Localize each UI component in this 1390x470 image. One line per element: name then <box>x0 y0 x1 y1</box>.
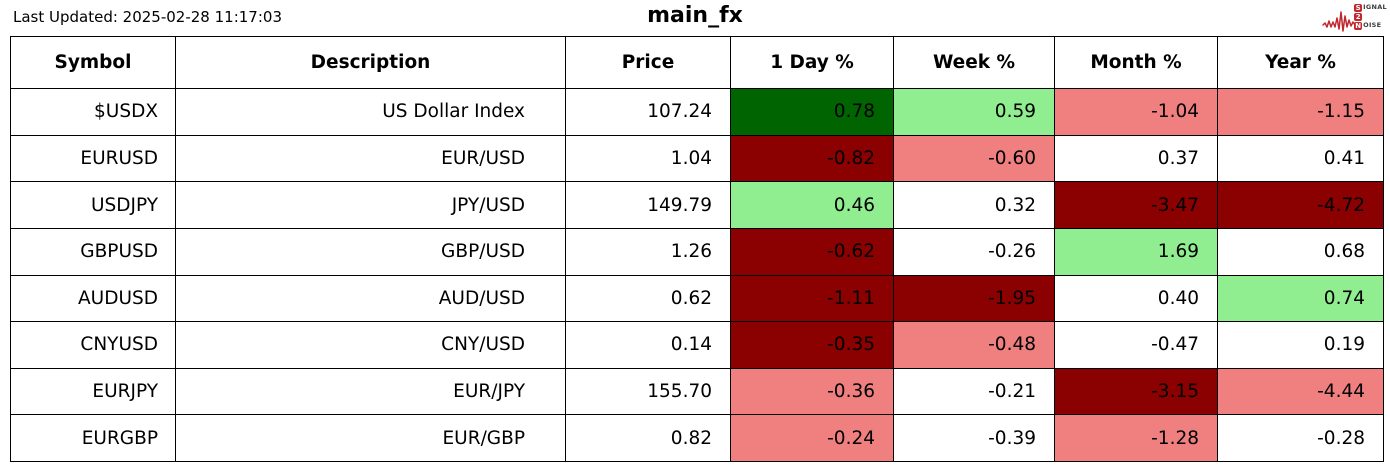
cell-year-change: 0.74 <box>1217 274 1384 323</box>
table-row: EURGBP EUR/GBP 0.82 -0.24 -0.39 -1.28 -0… <box>10 414 1384 462</box>
cell-year-change: 0.68 <box>1217 227 1384 276</box>
cell-week-change: -0.39 <box>893 414 1055 462</box>
cell-month-change: -1.04 <box>1054 88 1218 136</box>
cell-description: EUR/JPY <box>175 367 566 416</box>
table-row: USDJPY JPY/USD 149.79 0.46 0.32 -3.47 -4… <box>10 181 1384 229</box>
column-header-year: Year % <box>1217 36 1384 89</box>
logo-line-noise: N OISE <box>1354 20 1387 30</box>
cell-description: AUD/USD <box>175 274 566 323</box>
cell-week-change: -0.21 <box>893 367 1055 416</box>
column-header-month: Month % <box>1054 36 1218 89</box>
logo-letter-n: N <box>1354 21 1363 30</box>
cell-price: 1.04 <box>565 134 731 183</box>
cell-symbol: EURUSD <box>10 134 176 183</box>
column-header-description: Description <box>175 36 566 89</box>
logo-line-signal: S IGNAL <box>1354 2 1387 12</box>
cell-symbol: USDJPY <box>10 181 176 229</box>
table-row: GBPUSD GBP/USD 1.26 -0.62 -0.26 1.69 0.6… <box>10 227 1384 276</box>
signal2noise-logo: S IGNAL 2 N OISE <box>1322 1 1388 33</box>
cell-month-change: 1.69 <box>1054 227 1218 276</box>
column-header-day: 1 Day % <box>730 36 894 89</box>
cell-symbol: $USDX <box>10 88 176 136</box>
cell-price: 0.14 <box>565 321 731 369</box>
column-header-price: Price <box>565 36 731 89</box>
cell-day-change: -0.36 <box>730 367 894 416</box>
cell-month-change: -3.47 <box>1054 181 1218 229</box>
waveform-icon <box>1322 11 1358 32</box>
column-header-symbol: Symbol <box>10 36 176 89</box>
cell-month-change: -1.28 <box>1054 414 1218 462</box>
cell-price: 155.70 <box>565 367 731 416</box>
cell-week-change: -0.60 <box>893 134 1055 183</box>
cell-day-change: -0.82 <box>730 134 894 183</box>
cell-month-change: -0.47 <box>1054 321 1218 369</box>
last-updated-label: Last Updated: 2025-02-28 11:17:03 <box>13 8 282 26</box>
table-row: CNYUSD CNY/USD 0.14 -0.35 -0.48 -0.47 0.… <box>10 321 1384 369</box>
header-row: Symbol Description Price 1 Day % Week % … <box>10 36 1384 89</box>
logo-word-noise: OISE <box>1363 21 1382 29</box>
logo-line-two: 2 <box>1354 11 1387 21</box>
cell-day-change: -0.24 <box>730 414 894 462</box>
table-header: Symbol Description Price 1 Day % Week % … <box>10 36 1384 89</box>
logo-letter-s: S <box>1354 3 1363 12</box>
cell-day-change: -1.11 <box>730 274 894 323</box>
cell-description: EUR/GBP <box>175 414 566 462</box>
cell-week-change: -1.95 <box>893 274 1055 323</box>
cell-price: 1.26 <box>565 227 731 276</box>
cell-month-change: -3.15 <box>1054 367 1218 416</box>
table-body: $USDX US Dollar Index 107.24 0.78 0.59 -… <box>10 88 1384 462</box>
cell-year-change: -4.72 <box>1217 181 1384 229</box>
cell-symbol: EURJPY <box>10 367 176 416</box>
logo-number-2: 2 <box>1354 12 1363 21</box>
cell-price: 149.79 <box>565 181 731 229</box>
cell-description: CNY/USD <box>175 321 566 369</box>
cell-week-change: 0.59 <box>893 88 1055 136</box>
cell-week-change: -0.48 <box>893 321 1055 369</box>
cell-year-change: 0.19 <box>1217 321 1384 369</box>
table-row: EURJPY EUR/JPY 155.70 -0.36 -0.21 -3.15 … <box>10 367 1384 416</box>
cell-year-change: -0.28 <box>1217 414 1384 462</box>
column-header-week: Week % <box>893 36 1055 89</box>
cell-week-change: -0.26 <box>893 227 1055 276</box>
cell-symbol: GBPUSD <box>10 227 176 276</box>
logo-word-signal: IGNAL <box>1363 3 1387 11</box>
cell-description: GBP/USD <box>175 227 566 276</box>
cell-week-change: 0.32 <box>893 181 1055 229</box>
table-row: AUDUSD AUD/USD 0.62 -1.11 -1.95 0.40 0.7… <box>10 274 1384 323</box>
cell-day-change: 0.46 <box>730 181 894 229</box>
fx-table: Symbol Description Price 1 Day % Week % … <box>10 36 1384 462</box>
table-row: $USDX US Dollar Index 107.24 0.78 0.59 -… <box>10 88 1384 136</box>
cell-symbol: CNYUSD <box>10 321 176 369</box>
cell-year-change: 0.41 <box>1217 134 1384 183</box>
cell-price: 0.82 <box>565 414 731 462</box>
cell-year-change: -4.44 <box>1217 367 1384 416</box>
cell-year-change: -1.15 <box>1217 88 1384 136</box>
cell-day-change: -0.35 <box>730 321 894 369</box>
cell-description: US Dollar Index <box>175 88 566 136</box>
cell-description: EUR/USD <box>175 134 566 183</box>
cell-day-change: -0.62 <box>730 227 894 276</box>
cell-symbol: AUDUSD <box>10 274 176 323</box>
table-row: EURUSD EUR/USD 1.04 -0.82 -0.60 0.37 0.4… <box>10 134 1384 183</box>
cell-symbol: EURGBP <box>10 414 176 462</box>
logo-text: S IGNAL 2 N OISE <box>1354 2 1387 30</box>
cell-month-change: 0.37 <box>1054 134 1218 183</box>
page-title: main_fx <box>647 3 743 28</box>
cell-price: 0.62 <box>565 274 731 323</box>
cell-month-change: 0.40 <box>1054 274 1218 323</box>
cell-description: JPY/USD <box>175 181 566 229</box>
cell-day-change: 0.78 <box>730 88 894 136</box>
cell-price: 107.24 <box>565 88 731 136</box>
